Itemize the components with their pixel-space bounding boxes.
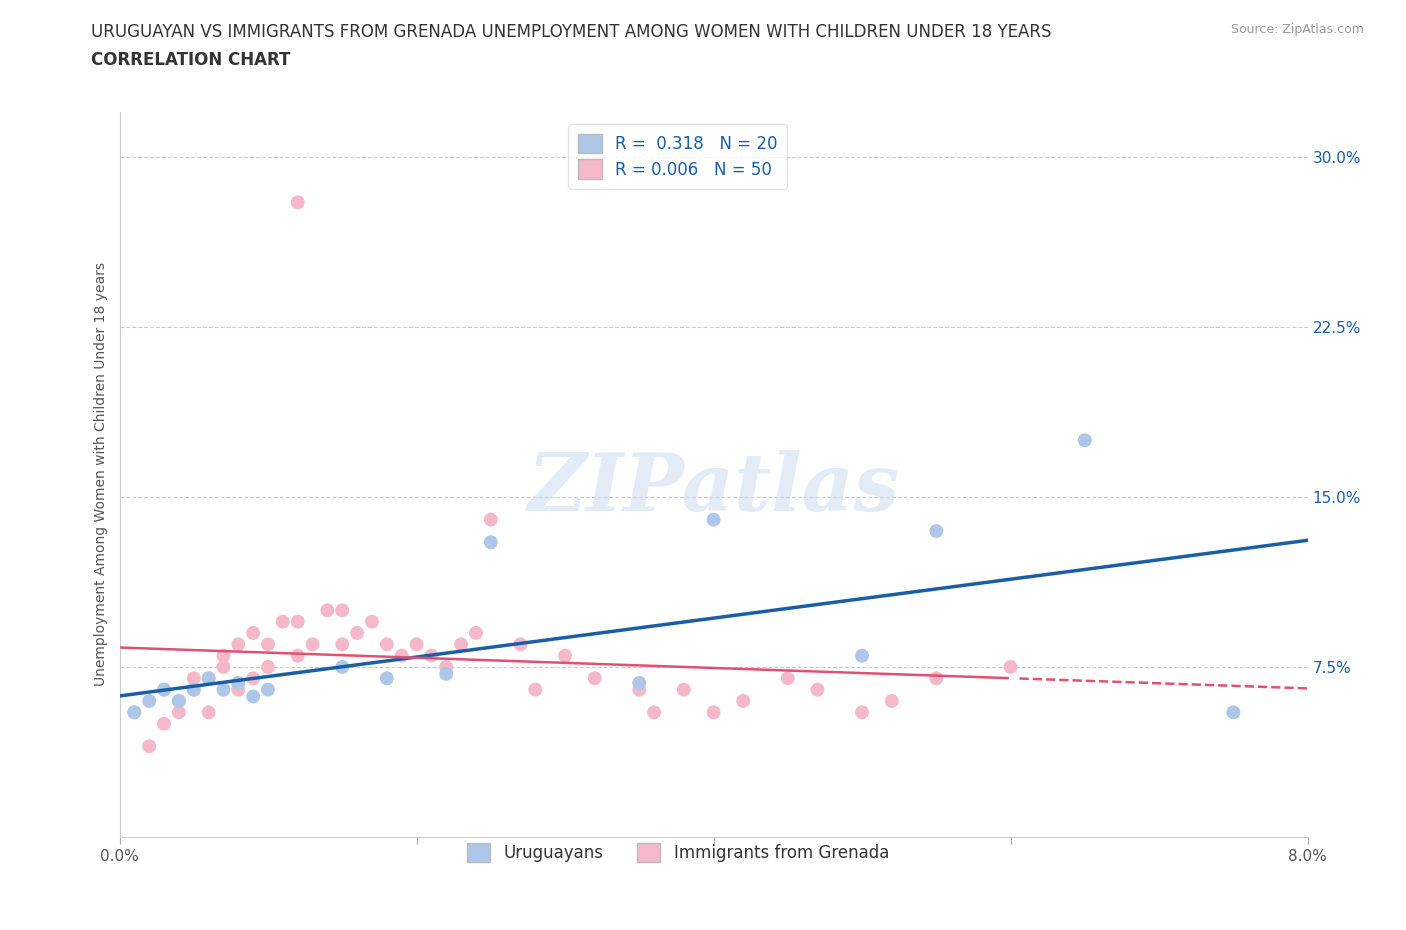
Point [153,716,176,731]
Point [628,683,651,698]
Point [330,637,353,652]
Point [1074,432,1097,447]
Point [583,671,606,685]
Point [301,637,323,652]
Point [153,683,176,698]
Text: Source: ZipAtlas.com: Source: ZipAtlas.com [1230,23,1364,36]
Point [375,671,398,685]
Point [733,694,755,709]
Point [242,671,264,685]
Point [391,648,413,663]
Point [257,659,280,674]
Point [212,683,235,698]
Point [167,705,190,720]
Point [242,626,264,641]
Point [925,524,948,538]
Text: URUGUAYAN VS IMMIGRANTS FROM GRENADA UNEMPLOYMENT AMONG WOMEN WITH CHILDREN UNDE: URUGUAYAN VS IMMIGRANTS FROM GRENADA UNE… [91,23,1052,41]
Point [346,626,368,641]
Point [1000,659,1022,674]
Point [124,705,146,720]
Point [479,512,502,527]
Point [450,637,472,652]
Point [703,705,725,720]
Point [153,683,176,698]
Text: ZIPatlas: ZIPatlas [527,450,900,527]
Point [167,694,190,709]
Point [287,648,309,663]
Point [434,659,457,674]
Point [183,683,205,698]
Point [228,637,250,652]
Point [183,671,205,685]
Point [405,637,427,652]
Point [167,694,190,709]
Point [554,648,576,663]
Point [851,705,873,720]
Point [628,675,651,690]
Point [197,671,219,685]
Point [672,683,695,698]
Point [1222,705,1244,720]
Point [257,683,280,698]
Point [197,671,219,685]
Point [212,648,235,663]
Point [420,648,443,663]
Point [287,195,309,210]
Point [524,683,547,698]
Y-axis label: Unemployment Among Women with Children Under 18 years: Unemployment Among Women with Children U… [94,262,108,686]
Point [851,648,873,663]
Point [925,671,948,685]
Point [776,671,799,685]
Text: CORRELATION CHART: CORRELATION CHART [91,51,291,69]
Point [271,614,294,629]
Point [212,659,235,674]
Point [228,675,250,690]
Point [703,512,725,527]
Point [643,705,665,720]
Point [316,603,339,618]
Point [330,603,353,618]
Point [880,694,903,709]
Point [375,637,398,652]
Point [257,637,280,652]
Point [434,666,457,681]
Point [183,683,205,698]
Point [479,535,502,550]
Point [138,738,160,753]
Point [464,626,488,641]
Point [509,637,531,652]
Point [287,614,309,629]
Point [242,689,264,704]
Point [138,694,160,709]
Point [330,659,353,674]
Point [124,705,146,720]
Point [228,683,250,698]
Point [361,614,384,629]
Point [197,705,219,720]
Legend: Uruguayans, Immigrants from Grenada: Uruguayans, Immigrants from Grenada [460,836,896,869]
Point [806,683,828,698]
